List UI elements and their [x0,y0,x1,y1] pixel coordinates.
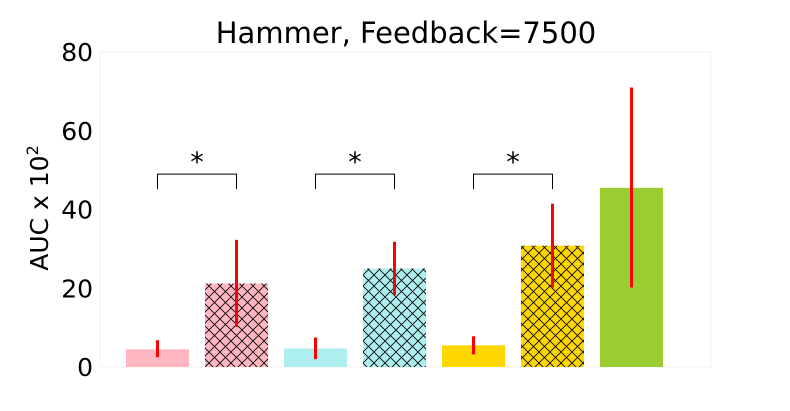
significance-star: * [190,147,204,178]
bar [126,349,189,367]
y-axis-label-exponent: 2 [23,145,42,155]
y-tick-label: 0 [77,353,93,382]
y-tick-label: 20 [61,274,93,303]
significance-brackets: * * * [157,147,553,190]
y-axis-label-text: AUC x 10 [25,155,54,270]
significance-star: * [348,147,362,178]
y-axis-label: AUC x 102 [23,145,54,271]
significance-bracket [157,173,237,190]
significance-bracket [473,173,553,190]
significance-bracket [315,173,395,190]
chart-title: Hammer, Feedback=7500 [216,16,596,50]
error-bars [156,87,633,360]
axes: 0 20 40 60 80 [61,38,712,382]
y-tick-label: 60 [61,117,93,146]
y-tick-label: 40 [61,196,93,225]
significance-star: * [506,147,520,178]
y-tick-label: 80 [61,38,93,67]
bar [442,345,505,367]
